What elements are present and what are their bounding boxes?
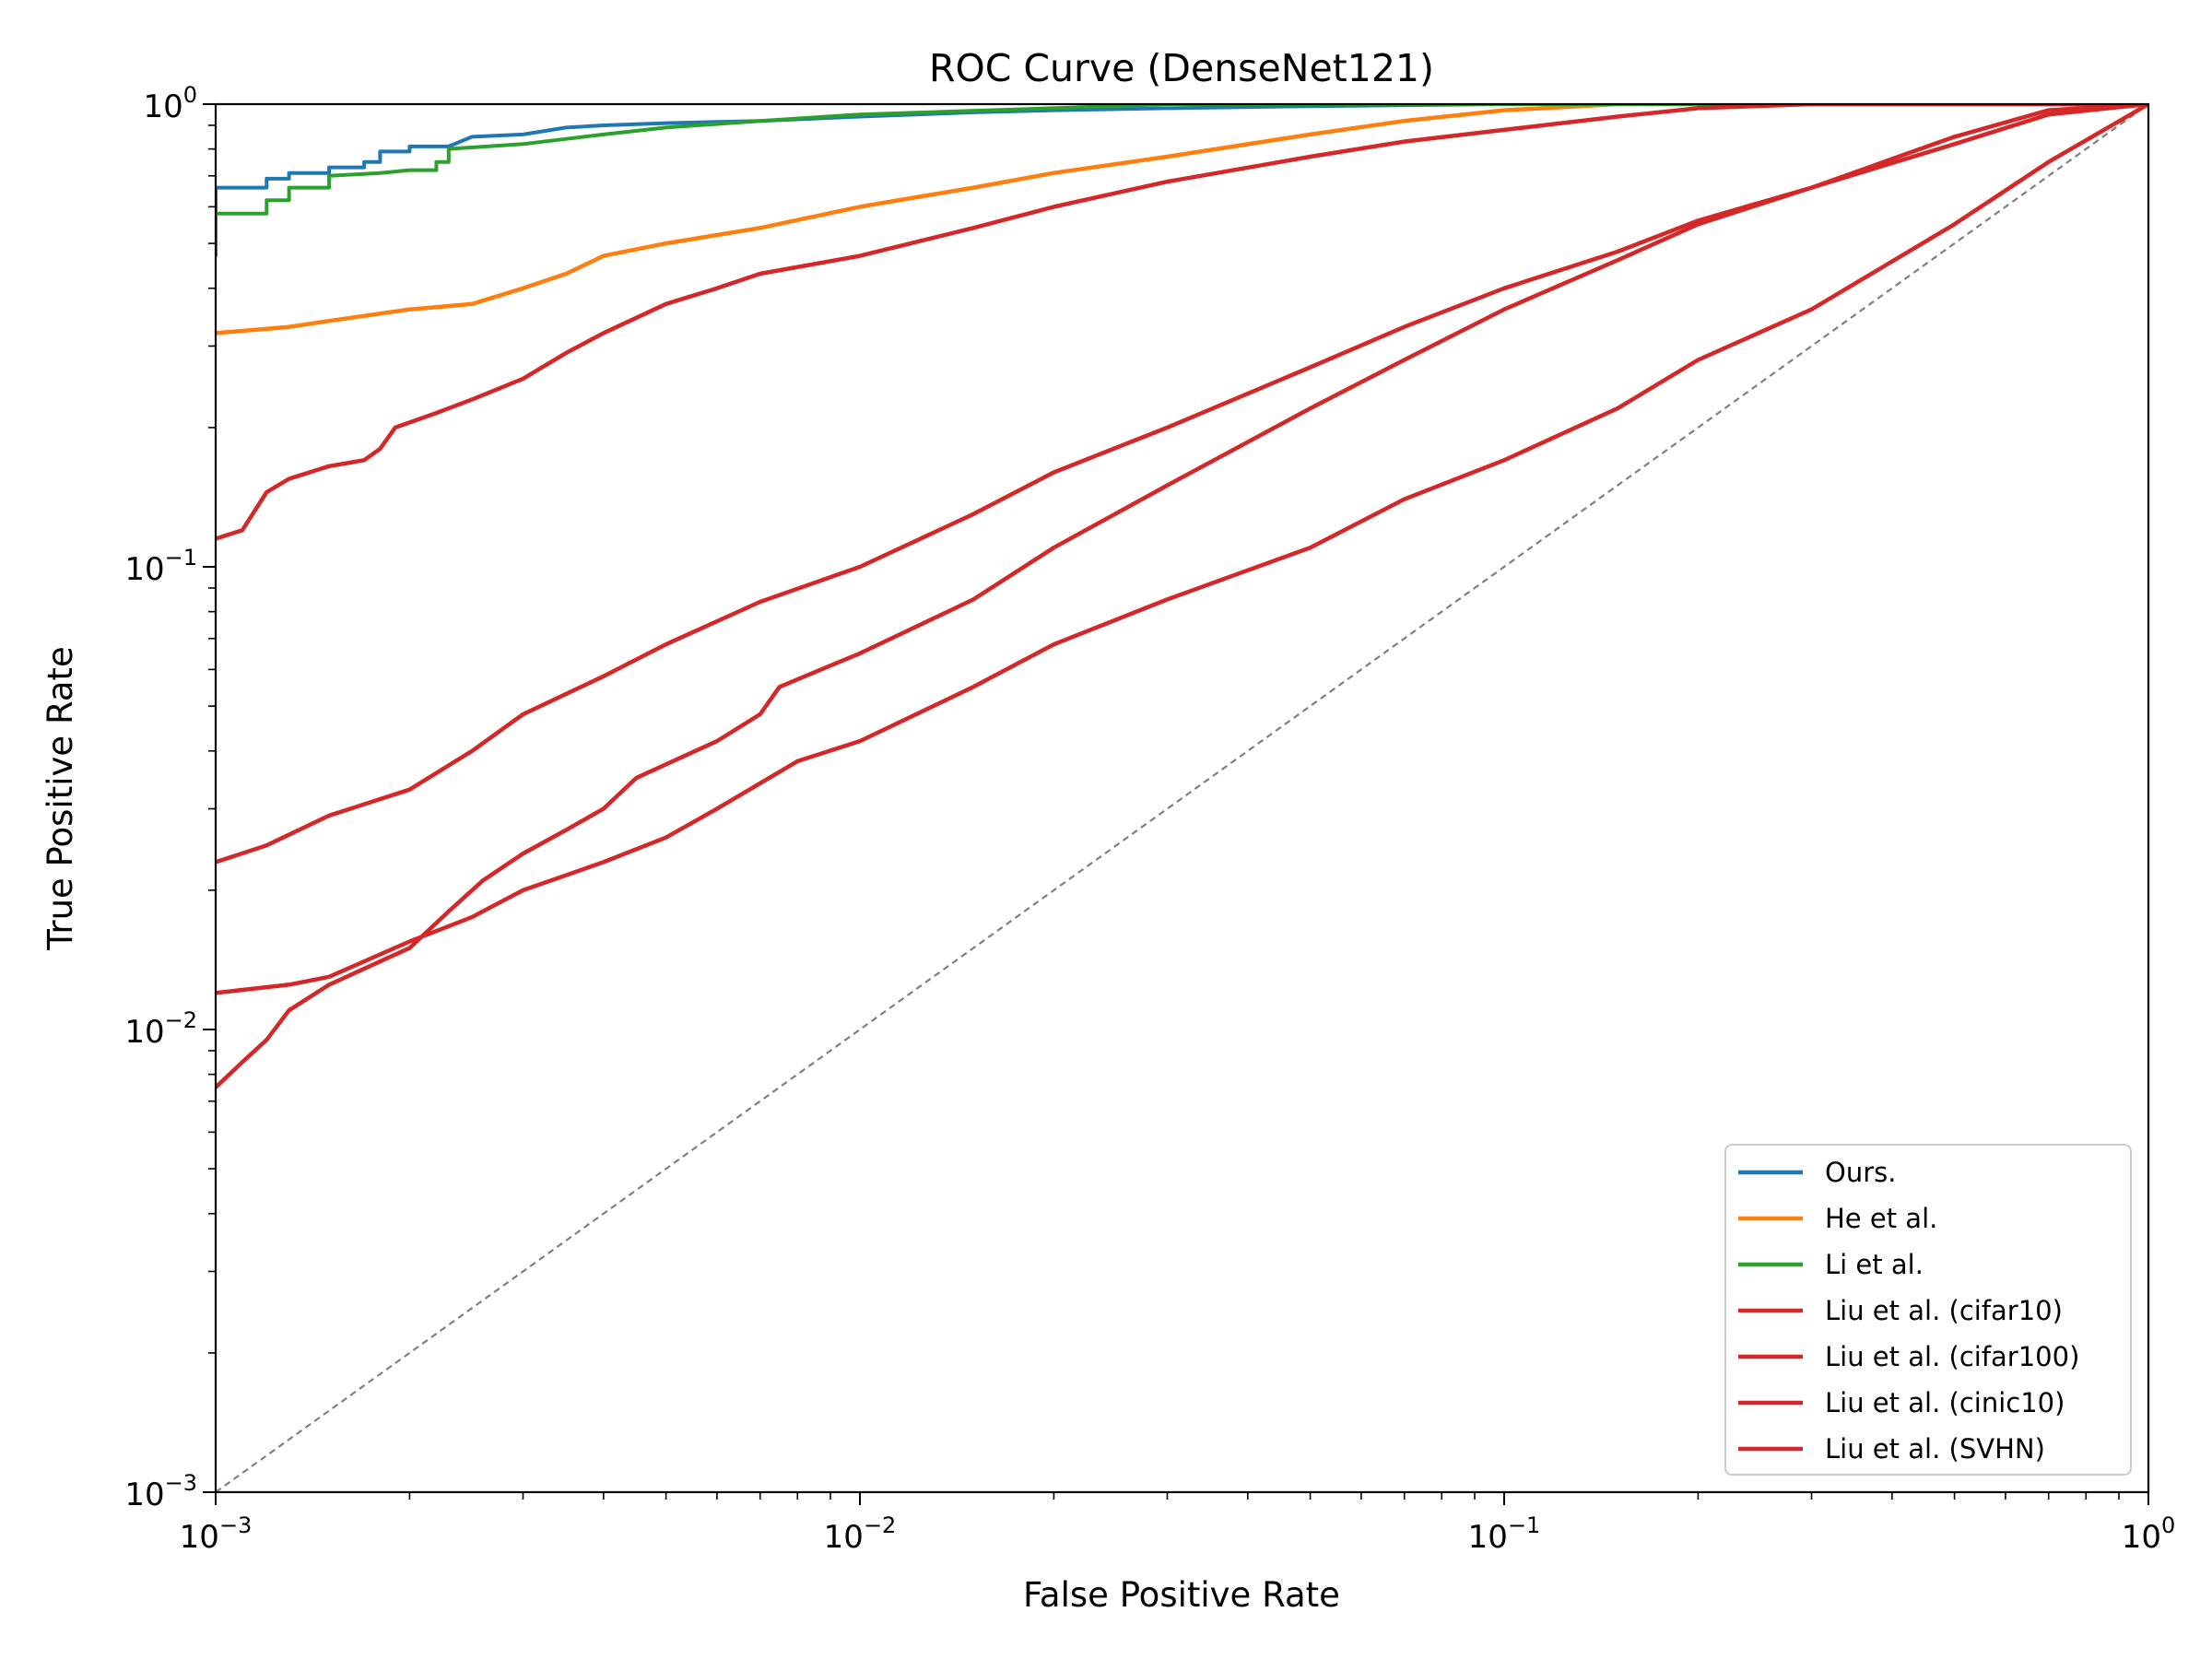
series-line-3 (216, 104, 2148, 541)
series-line-1 (216, 104, 2148, 335)
legend: Ours. He et al. Li et al. Liu et al. (cifar… (1724, 1144, 2132, 1476)
y-tick-label: 10−2 (124, 1007, 197, 1051)
x-axis-label: False Positive Rate (1023, 1575, 1340, 1615)
legend-box (1724, 1144, 2132, 1476)
chart-title: ROC Curve (DenseNet121) (929, 46, 1434, 90)
y-tick-label: 10−3 (124, 1470, 197, 1513)
series-layer (216, 104, 2148, 1089)
ticks-layer: 10−3 10−2 10−1 100 10−3 10−2 10−1 100 (124, 82, 2175, 1556)
plot-frame (214, 102, 2150, 1494)
chance-diagonal (216, 104, 2148, 1492)
x-tick-label: 10−2 (824, 1512, 897, 1556)
legend-label: Liu et al. (cifar10) (1825, 1295, 2063, 1326)
y-axis-label: True Positive Rate (41, 646, 80, 951)
y-tick-label: 10−1 (124, 545, 197, 588)
plot-area (216, 104, 2148, 1492)
y-tick-label: 100 (143, 82, 197, 125)
x-tick-label: 10−3 (180, 1512, 253, 1556)
series-line-4 (216, 104, 2148, 865)
series-line-2 (216, 104, 2148, 258)
legend-label: Liu et al. (cinic10) (1825, 1387, 2065, 1418)
x-tick-label: 10−1 (1468, 1512, 1541, 1556)
legend-label: He et al. (1825, 1203, 1937, 1234)
series-line-5 (216, 104, 2148, 1089)
legend-label: Ours. (1825, 1157, 1896, 1188)
legend-label: Liu et al. (cifar100) (1825, 1341, 2079, 1372)
legend-label: Liu et al. (SVHN) (1825, 1433, 2045, 1465)
legend-label: Li et al. (1825, 1249, 1924, 1280)
series-line-6 (216, 104, 2148, 995)
x-tick-label: 100 (2122, 1512, 2176, 1556)
